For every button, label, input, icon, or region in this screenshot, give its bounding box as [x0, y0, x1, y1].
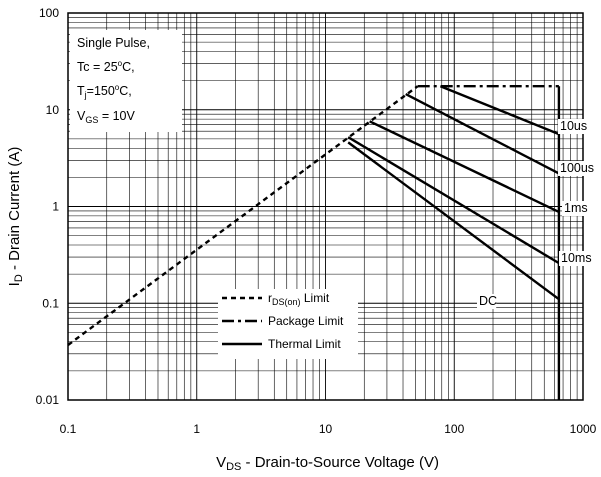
x-tick-label: 1 — [193, 422, 200, 436]
y-tick-label: 10 — [46, 103, 60, 117]
curve-label-bg — [477, 294, 497, 309]
x-tick-label: 100 — [444, 422, 464, 436]
series-line — [67, 85, 419, 346]
curve-label: 100us — [560, 161, 594, 175]
conditions-box: Single Pulse, Tc = 25oC, Tj=150oC, VGS = 10… — [70, 30, 182, 132]
curve-label-bg — [562, 201, 589, 216]
legend-label: Thermal Limit — [268, 337, 341, 351]
curve-labels: 10us 100us 1ms 10ms DC — [477, 119, 600, 309]
curve-label: 1ms — [564, 201, 588, 215]
curve-label-bg — [558, 119, 593, 134]
series-line — [405, 93, 560, 175]
series-lines — [67, 84, 561, 400]
y-tick-label: 1 — [52, 200, 59, 214]
legend-label: rDS(on) Limit — [268, 291, 330, 307]
curve-label: DC — [479, 294, 497, 308]
y-tick-label: 0.01 — [36, 393, 60, 407]
series-line — [439, 85, 560, 136]
curve-label: 10ms — [561, 251, 592, 265]
curve-label: 10us — [560, 119, 587, 133]
condition-line: Tj=150oC, — [77, 83, 132, 100]
series-line — [347, 136, 560, 265]
tick-labels: 0.1 1 10 100 1000 0.01 0.1 1 10 100 — [36, 6, 597, 436]
legend-bg — [218, 289, 358, 359]
conditions-bg — [70, 30, 182, 132]
condition-line: Single Pulse, — [77, 36, 150, 50]
y-tick-label: 100 — [39, 6, 59, 20]
x-tick-label: 0.1 — [60, 422, 77, 436]
series-line — [369, 120, 560, 213]
series-line — [347, 141, 560, 301]
x-axis-title: VDS - Drain-to-Source Voltage (V) — [216, 454, 439, 473]
axis-titles: VDS - Drain-to-Source Voltage (V) ID - Dr… — [6, 147, 439, 473]
condition-line: VGS = 10V — [77, 109, 136, 125]
x-tick-label: 10 — [319, 422, 333, 436]
curve-label-bg — [559, 251, 594, 266]
x-tick-label: 1000 — [570, 422, 597, 436]
curve-label-bg — [558, 161, 600, 176]
y-axis-title: ID - Drain Current (A) — [6, 147, 25, 287]
y-tick-label: 0.1 — [42, 296, 59, 310]
condition-line: Tc = 25oC, — [77, 59, 135, 74]
legend: rDS(on) Limit Package Limit Thermal Limit — [218, 289, 358, 359]
legend-label: Package Limit — [268, 314, 344, 328]
